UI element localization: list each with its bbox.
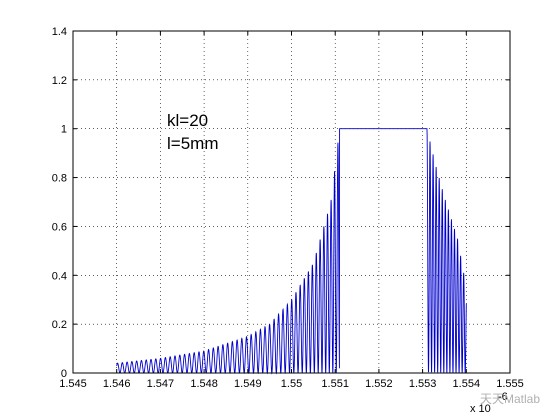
annotation-kl: kl=20 — [167, 111, 208, 130]
y-tick-label: 0 — [61, 368, 67, 380]
annotation-l: l=5mm — [167, 134, 218, 153]
x-tick-label: 1.545 — [59, 378, 87, 390]
x-tick-label: 1.553 — [409, 378, 437, 390]
reflectivity-line — [116, 128, 467, 375]
watermark: 天天Matlab — [480, 392, 540, 406]
x-tick-label: 1.546 — [103, 378, 131, 390]
y-tick-label: 0.4 — [52, 270, 67, 282]
x-tick-label: 1.554 — [453, 378, 481, 390]
x-tick-label: 1.549 — [234, 378, 262, 390]
y-tick-label: 1.2 — [52, 75, 67, 87]
y-tick-label: 1.4 — [52, 26, 67, 38]
y-tick-label: 0.2 — [52, 319, 67, 331]
y-axis: 0 0.2 0.4 0.6 0.8 1 1.2 1.4 — [52, 26, 510, 380]
x-tick-label: 1.548 — [190, 378, 218, 390]
x-tick-label: 1.55 — [281, 378, 302, 390]
x-exponent-label: x 10 — [470, 403, 491, 415]
x-tick-label: 1.552 — [365, 378, 393, 390]
x-tick-label: 1.547 — [147, 378, 175, 390]
x-exponent-power: -6 — [498, 391, 508, 403]
x-tick-label: 1.551 — [321, 378, 349, 390]
y-tick-label: 0.6 — [52, 221, 67, 233]
y-tick-label: 1 — [61, 124, 67, 136]
x-axis: 1.545 1.546 1.547 1.548 1.549 1.55 1.551 1.552 1… — [59, 31, 524, 390]
x-tick-label: 1.555 — [496, 378, 524, 390]
y-tick-label: 0.8 — [52, 173, 67, 185]
